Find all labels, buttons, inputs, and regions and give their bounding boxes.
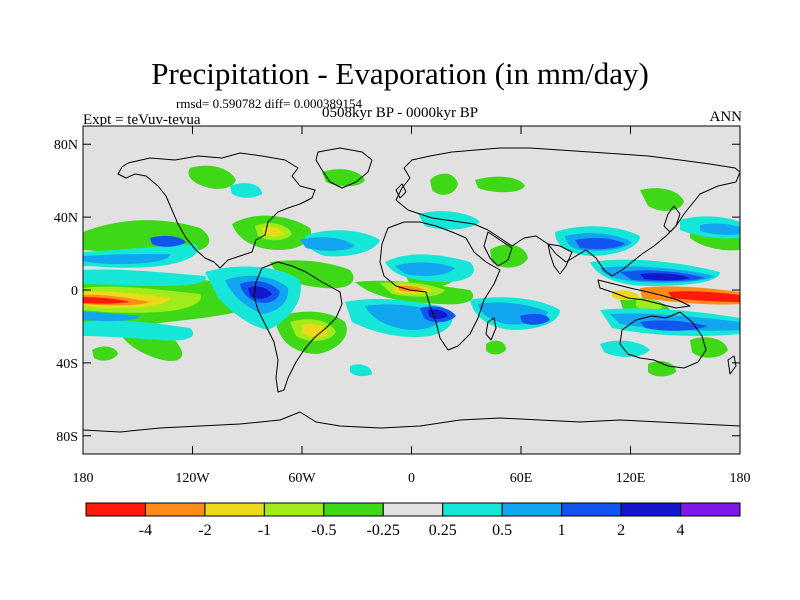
coastline-madagascar bbox=[485, 317, 497, 341]
field-blob bbox=[612, 290, 640, 301]
lat-tick-label: 80N bbox=[54, 138, 78, 153]
field-blob bbox=[83, 320, 194, 341]
coastline-india bbox=[547, 243, 573, 275]
field-blob bbox=[83, 297, 130, 304]
colorbar-swatch bbox=[263, 502, 325, 517]
field-blob bbox=[92, 346, 118, 361]
coastline-british-isles bbox=[395, 183, 407, 199]
colorbar-swatch bbox=[204, 502, 265, 517]
pe-field bbox=[83, 165, 740, 377]
field-blob bbox=[270, 260, 354, 289]
field-blob bbox=[430, 173, 458, 195]
colorbar-label: -2 bbox=[198, 522, 211, 539]
colorbar-label: 4 bbox=[677, 522, 685, 539]
experiment-label: Expt = teVuv-tevua bbox=[83, 112, 201, 128]
colorbar-label: -1 bbox=[258, 522, 271, 539]
coastline-japan bbox=[663, 205, 681, 233]
lon-tick-label: 60W bbox=[288, 471, 316, 486]
lon-tick-label: 120W bbox=[175, 471, 210, 486]
coastline-australia bbox=[619, 311, 707, 369]
lat-tick-label: 40S bbox=[56, 357, 78, 372]
colorbar-swatch bbox=[442, 502, 503, 517]
field-blob bbox=[640, 320, 708, 331]
lat-tick-label: 80S bbox=[56, 430, 78, 445]
colorbar-label: 0.25 bbox=[429, 522, 457, 539]
colorbar-swatch bbox=[144, 502, 206, 517]
field-blob bbox=[83, 254, 170, 264]
lon-tick-label: 60E bbox=[510, 471, 533, 486]
field-blob bbox=[83, 312, 140, 322]
period-label: 0508kyr BP - 0000kyr BP bbox=[322, 105, 479, 121]
field-blob bbox=[350, 364, 372, 377]
colorbar-swatch bbox=[501, 502, 563, 517]
field-blob bbox=[640, 273, 690, 281]
field-blob bbox=[520, 313, 550, 325]
lon-tick-label: 120E bbox=[616, 471, 646, 486]
lat-tick-label: 40N bbox=[54, 211, 78, 226]
colorbar-swatch bbox=[85, 502, 146, 517]
coastline-arabia bbox=[483, 231, 513, 267]
field-blob bbox=[575, 237, 625, 250]
colorbar-label: 2 bbox=[617, 522, 625, 539]
coastline-south-america bbox=[253, 261, 343, 393]
field-blob bbox=[428, 309, 448, 319]
field-blob bbox=[398, 285, 424, 292]
field-blob bbox=[322, 169, 365, 187]
colorbar-label: 0.5 bbox=[492, 522, 512, 539]
coastline-eurasia bbox=[395, 147, 740, 277]
field-blob bbox=[302, 324, 328, 338]
coastline-new-zealand bbox=[727, 355, 737, 375]
coastline-africa bbox=[379, 221, 501, 351]
field-blob bbox=[690, 337, 728, 358]
field-blob bbox=[640, 188, 684, 211]
field-blob bbox=[486, 340, 506, 355]
coastline-antarctica bbox=[83, 411, 740, 433]
field-blob bbox=[600, 340, 650, 357]
field-blob bbox=[636, 299, 662, 311]
colorbar-swatch bbox=[561, 502, 622, 517]
lon-tick-label: 0 bbox=[408, 471, 415, 486]
stats-text: rmsd= 0.590782 diff= 0.000389154 bbox=[176, 96, 362, 111]
coastline-maritime-se-asia bbox=[597, 279, 691, 309]
colorbar-label: -0.5 bbox=[311, 522, 336, 539]
coastlines bbox=[83, 147, 740, 433]
colorbar-label: 1 bbox=[558, 522, 566, 539]
field-blob bbox=[475, 176, 525, 193]
map-axes: 80N 40N 0 40S 80S 180 120W 60W 0 60E 120E 180 bbox=[54, 126, 751, 486]
field-blob bbox=[150, 235, 186, 247]
field-blob bbox=[262, 226, 284, 237]
field-blob bbox=[188, 165, 236, 189]
season-label: ANN bbox=[709, 109, 743, 125]
colorbar: -4 -2 -1 -0.5 -0.25 0.25 0.5 1 2 4 bbox=[85, 502, 741, 539]
lon-tick-label: 180 bbox=[730, 471, 751, 486]
field-blob bbox=[668, 291, 740, 302]
lon-tick-label: 180 bbox=[73, 471, 94, 486]
colorbar-swatch bbox=[680, 502, 741, 517]
field-blob bbox=[83, 269, 206, 286]
colorbar-label: -4 bbox=[139, 522, 152, 539]
field-blob bbox=[648, 361, 676, 377]
colorbar-label: -0.25 bbox=[367, 522, 400, 539]
field-blob bbox=[300, 237, 355, 251]
field-blob bbox=[230, 183, 262, 198]
colorbar-swatch bbox=[323, 502, 384, 517]
colorbar-swatch bbox=[620, 502, 682, 517]
map-title: Precipitation - Evaporation (in mm/day) bbox=[151, 56, 649, 91]
colorbar-swatch bbox=[382, 502, 444, 517]
coastline-north-america bbox=[117, 152, 316, 269]
field-blob bbox=[395, 262, 455, 276]
field-blob bbox=[700, 223, 740, 235]
coastline-greenland bbox=[315, 147, 373, 189]
lat-tick-label: 0 bbox=[71, 284, 78, 299]
